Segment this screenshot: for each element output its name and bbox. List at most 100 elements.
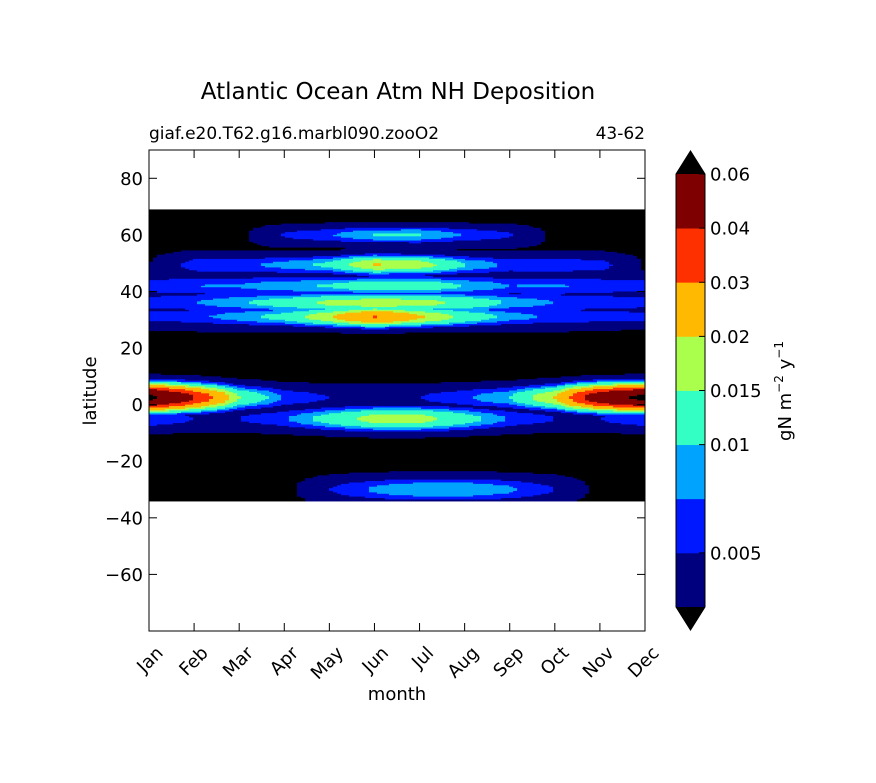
contour-cell bbox=[637, 307, 645, 310]
contour-cell bbox=[497, 321, 590, 324]
contour-cell bbox=[149, 297, 230, 300]
contour-cell bbox=[209, 400, 226, 403]
contour-cell bbox=[233, 406, 246, 409]
contour-cell bbox=[317, 301, 446, 304]
contour-cell bbox=[585, 482, 645, 485]
contour-cell bbox=[517, 379, 594, 382]
contour-cell bbox=[317, 475, 566, 478]
contour-cell bbox=[369, 414, 426, 417]
contour-cell bbox=[509, 285, 518, 288]
contour-cell bbox=[517, 297, 645, 300]
contour-cell bbox=[553, 488, 590, 491]
contour-cell bbox=[441, 401, 494, 404]
contour-cell bbox=[529, 318, 645, 321]
contour-cell bbox=[409, 312, 442, 315]
contour-cell bbox=[497, 266, 610, 269]
contour-cell bbox=[505, 311, 630, 314]
contour-cell bbox=[441, 295, 498, 298]
contour-cell bbox=[573, 270, 645, 273]
contour-cell bbox=[321, 428, 374, 431]
contour-cell bbox=[513, 393, 538, 396]
contour-cell bbox=[529, 408, 558, 411]
contour-cell bbox=[517, 285, 570, 288]
contour-cell bbox=[333, 325, 362, 328]
contour-cell bbox=[333, 234, 374, 237]
contour-cell bbox=[589, 485, 645, 488]
contour-cell bbox=[421, 260, 458, 263]
contour-cell bbox=[149, 445, 645, 448]
contour-cell bbox=[229, 390, 250, 393]
contour-cell bbox=[201, 383, 218, 386]
contour-cell bbox=[429, 393, 482, 396]
contour-cell bbox=[277, 380, 482, 383]
contour-cell bbox=[437, 299, 502, 302]
contour-cell bbox=[149, 372, 645, 375]
contour-cell bbox=[149, 468, 645, 471]
contour-cell bbox=[469, 410, 506, 413]
contour-cell bbox=[389, 273, 458, 276]
contour-cell bbox=[325, 398, 426, 401]
contour-cell bbox=[297, 414, 322, 417]
contour-cell bbox=[237, 389, 258, 392]
contour-cell bbox=[261, 386, 514, 389]
contour-cell bbox=[493, 257, 638, 260]
contour-cell bbox=[433, 420, 482, 423]
contour-cell bbox=[385, 479, 502, 482]
contour-cell bbox=[433, 425, 470, 428]
contour-cell bbox=[149, 339, 645, 342]
contour-cell bbox=[149, 302, 198, 305]
contour-cell bbox=[221, 318, 270, 321]
contour-cell bbox=[345, 247, 518, 250]
contour-cell bbox=[345, 427, 450, 430]
contour-cell bbox=[545, 237, 645, 240]
contour-cell bbox=[149, 373, 162, 376]
contour-cell bbox=[149, 389, 158, 392]
contour-cell bbox=[373, 239, 422, 242]
contour-cell bbox=[641, 260, 645, 263]
contour-cell bbox=[553, 397, 570, 400]
contour-cell bbox=[349, 288, 442, 291]
colorbar-segment bbox=[676, 498, 705, 554]
contour-cell bbox=[453, 236, 510, 239]
contour-cell bbox=[157, 256, 314, 259]
contour-cell bbox=[149, 304, 206, 307]
contour-cell bbox=[445, 302, 502, 305]
contour-cell bbox=[257, 391, 274, 394]
contour-cell bbox=[197, 331, 570, 334]
x-tick-label: Feb bbox=[175, 643, 212, 680]
contour-cell bbox=[153, 260, 190, 263]
contour-cell bbox=[373, 258, 382, 261]
contour-cell bbox=[445, 301, 502, 304]
contour-cell bbox=[173, 251, 618, 254]
contour-cell bbox=[193, 258, 314, 261]
contour-cell bbox=[381, 258, 446, 261]
contour-cell bbox=[149, 267, 186, 270]
contour-cell bbox=[285, 236, 342, 239]
contour-cell bbox=[405, 332, 645, 335]
contour-cell bbox=[641, 258, 645, 261]
contour-cell bbox=[597, 391, 645, 394]
contour-cell bbox=[149, 410, 170, 413]
contour-cell bbox=[281, 404, 474, 407]
contour-cell bbox=[189, 384, 218, 387]
contour-cell bbox=[149, 261, 186, 264]
contour-cell bbox=[241, 396, 270, 399]
contour-cell bbox=[149, 396, 158, 399]
contour-cell bbox=[157, 389, 186, 392]
contour-cell bbox=[225, 391, 234, 394]
contour-cell bbox=[149, 498, 306, 501]
contour-cell bbox=[201, 382, 226, 385]
contour-cell bbox=[425, 437, 645, 440]
contour-cell bbox=[553, 490, 590, 493]
contour-cell bbox=[613, 295, 645, 298]
contour-cell bbox=[257, 389, 282, 392]
contour-cell bbox=[557, 400, 574, 403]
contour-cell bbox=[481, 319, 510, 322]
contour-cell bbox=[285, 319, 322, 322]
contour-cell bbox=[441, 281, 494, 284]
contour-cell bbox=[577, 411, 598, 414]
contour-cell bbox=[149, 315, 210, 318]
contour-cell bbox=[201, 387, 218, 390]
contour-cell bbox=[573, 407, 594, 410]
contour-cell bbox=[481, 393, 514, 396]
